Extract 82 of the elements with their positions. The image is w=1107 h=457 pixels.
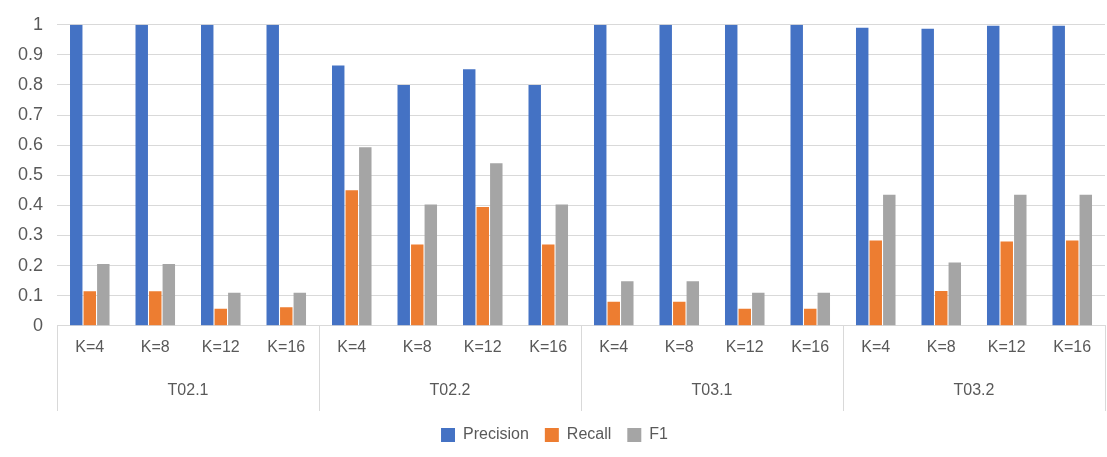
legend-label: Recall: [566, 425, 612, 443]
bar: [528, 85, 541, 326]
bar: [162, 264, 176, 326]
bar: [921, 28, 934, 326]
y-tick-label: 0.2: [17, 254, 44, 275]
y-tick-label: 0.8: [17, 73, 44, 94]
x-tick-label: K=12: [201, 337, 240, 355]
bar: [542, 244, 555, 326]
bar: [725, 24, 738, 326]
bar: [463, 69, 476, 326]
text: T02.1: [167, 381, 209, 399]
x-tick-label: K=16: [529, 337, 568, 355]
text: T03.1: [691, 381, 733, 399]
bar: [214, 308, 227, 326]
bar: [359, 147, 372, 326]
text: T03.2: [953, 381, 995, 399]
bar: [266, 24, 279, 326]
bar: [869, 240, 882, 326]
bar: [790, 24, 803, 326]
bar: [424, 204, 438, 326]
bar: [476, 206, 489, 326]
y-tick-label: 0.3: [17, 224, 44, 245]
bar: [1000, 241, 1013, 326]
x-tick-label: K=12: [987, 337, 1026, 355]
x-tick-label: K=8: [926, 337, 956, 355]
bar: [397, 85, 410, 326]
x-tick-label: K=8: [140, 337, 170, 355]
bar: [883, 194, 896, 326]
x-tick-label: K=4: [599, 337, 629, 355]
bar: [659, 24, 672, 326]
bar: [817, 292, 831, 326]
legend-label: F1: [649, 425, 669, 443]
bar: [490, 163, 503, 326]
x-tick-label: K=12: [725, 337, 764, 355]
bar: [135, 24, 148, 326]
bar: [345, 190, 358, 326]
bar: [201, 24, 214, 326]
y-tick-label: 0.1: [17, 284, 44, 305]
x-tick-label: K=8: [402, 337, 432, 355]
bar: [97, 264, 110, 326]
y-tick-label: 0.7: [17, 104, 44, 125]
bar: [293, 292, 307, 326]
bar: [607, 301, 620, 326]
bar: [1014, 194, 1027, 326]
bar: [228, 292, 241, 326]
y-tick-label: 0.6: [17, 134, 44, 155]
y-tick-label: 0.5: [17, 164, 44, 185]
x-tick-label: K=16: [791, 337, 830, 355]
bar: [555, 204, 569, 326]
bar: [804, 308, 817, 326]
y-tick-label: 0.9: [17, 43, 44, 64]
x-tick-label: K=4: [337, 337, 367, 355]
x-tick-label: K=4: [861, 337, 891, 355]
bar: [986, 25, 1000, 326]
x-tick-label: K=12: [463, 337, 502, 355]
bar: [280, 307, 293, 326]
x-tick-label: K=16: [267, 337, 306, 355]
bar: [935, 290, 948, 326]
x-tick-label: K=4: [75, 337, 105, 355]
x-tick-label: K=8: [664, 337, 694, 355]
bar: [948, 262, 962, 326]
y-tick-label: 0.4: [17, 194, 44, 215]
bar: [1066, 240, 1079, 326]
y-tick-label: 1: [33, 13, 44, 34]
bar: [411, 244, 424, 326]
bar: [686, 281, 700, 326]
bar: [673, 301, 686, 326]
bar: [332, 65, 345, 326]
bar: [855, 27, 869, 326]
bar: [738, 308, 751, 326]
bar: [752, 292, 765, 326]
bar: [83, 291, 96, 326]
y-tick-label: 0: [33, 314, 44, 335]
bar: [1052, 25, 1065, 326]
text: T02.2: [429, 381, 471, 399]
x-tick-label: K=16: [1053, 337, 1092, 355]
bar: [1079, 194, 1093, 326]
bar: [149, 291, 162, 326]
legend-label: Precision: [463, 425, 529, 443]
bar: [594, 24, 607, 326]
bar: [621, 281, 634, 326]
bar: [70, 24, 83, 326]
